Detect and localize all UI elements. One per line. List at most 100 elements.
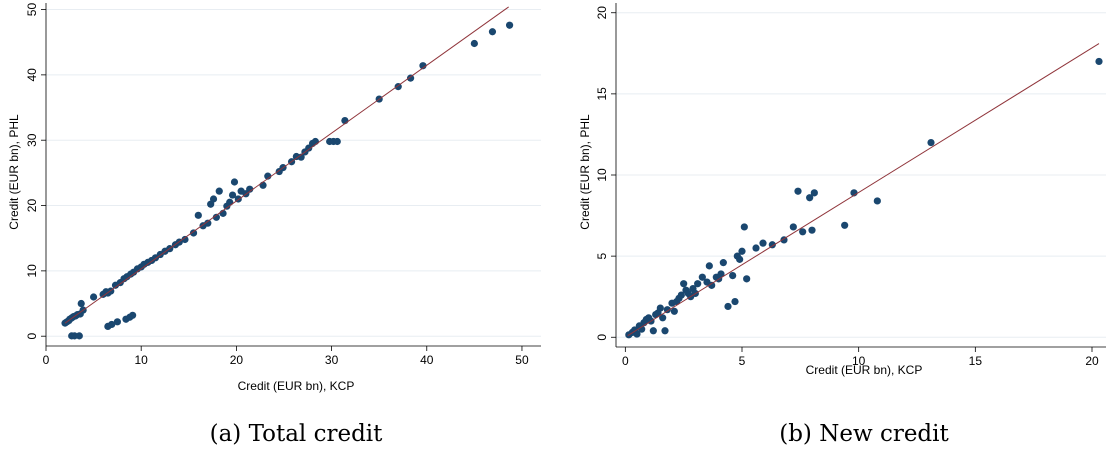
data-point: [264, 172, 272, 180]
data-point: [738, 247, 746, 255]
x-tick-label: 0: [43, 353, 50, 367]
data-point: [841, 221, 849, 229]
data-point: [740, 223, 748, 231]
data-point: [659, 314, 667, 322]
x-tick-label: 20: [1085, 354, 1099, 368]
data-point: [406, 74, 415, 82]
y-tick-label: 40: [25, 68, 39, 82]
fit-line: [627, 43, 1100, 337]
y-axis-title: Credit (EUR bn), PHL: [578, 114, 592, 230]
y-tick-label: 0: [25, 333, 39, 340]
data-point: [108, 320, 116, 329]
x-tick-label: 10: [135, 353, 149, 367]
x-tick-label: 15: [969, 354, 983, 368]
panel-new-credit: 0 5 10 15 20 0 5 10 15 20 Credit (EUR bn), KCP Cr…: [578, 3, 1106, 447]
data-point: [226, 198, 234, 206]
data-point: [488, 28, 497, 36]
data-point: [729, 272, 737, 280]
data-point: [215, 187, 223, 195]
data-point: [708, 281, 716, 289]
data-point: [698, 273, 706, 281]
x-axis-title: Credit (EUR bn), KCP: [806, 363, 923, 377]
data-point: [736, 255, 744, 263]
data-point: [759, 239, 767, 247]
data-point: [808, 226, 816, 234]
data-point: [677, 291, 685, 299]
data-point: [789, 223, 797, 231]
fit-line-group: [64, 6, 509, 324]
x-tick-label: 50: [515, 353, 529, 367]
x-tick-label: 0: [622, 354, 629, 368]
fit-line-group: [627, 43, 1100, 337]
data-point: [724, 302, 732, 311]
data-point: [873, 197, 881, 205]
data-point: [311, 137, 319, 146]
data-points: [61, 21, 514, 340]
data-point: [927, 138, 935, 147]
data-point: [694, 280, 702, 288]
data-point: [810, 189, 818, 197]
data-point: [246, 185, 254, 193]
data-point: [129, 311, 137, 319]
x-tick-label: 10: [852, 354, 866, 368]
data-point: [794, 187, 802, 195]
tick-marks: 0 5 10 15 20 0 5 10 15 20: [595, 6, 1099, 368]
data-point: [680, 280, 688, 288]
data-point: [419, 62, 427, 70]
y-tick-label: 30: [25, 133, 39, 147]
y-tick-label: 10: [595, 168, 609, 182]
data-point: [799, 228, 807, 236]
data-point: [663, 306, 671, 314]
y-tick-label: 0: [595, 334, 609, 341]
data-point: [638, 325, 646, 333]
data-point: [470, 39, 478, 48]
data-point: [77, 299, 85, 308]
y-tick-label: 15: [595, 87, 609, 101]
data-point: [806, 194, 814, 202]
y-tick-label: 5: [595, 252, 609, 259]
tick-marks: 0 10 20 30 40 50 0 10 20 30 40 50: [25, 3, 529, 367]
data-point: [743, 275, 751, 283]
y-tick-label: 10: [25, 264, 39, 278]
data-point: [670, 307, 678, 315]
data-point: [297, 153, 305, 161]
data-point: [333, 137, 341, 146]
data-point: [113, 318, 121, 326]
axes: [45, 3, 541, 347]
data-point: [228, 191, 237, 199]
data-point: [75, 332, 83, 340]
data-point: [731, 297, 739, 306]
data-point: [719, 259, 727, 267]
y-tick-label: 20: [25, 199, 39, 213]
data-point: [633, 330, 641, 338]
panel-total-credit: 0 10 20 30 40 50 0 10 20 30 40 50 Credit (EUR bn), …: [7, 3, 541, 447]
data-point: [230, 178, 239, 186]
x-tick-label: 40: [420, 353, 434, 367]
data-point: [189, 229, 198, 237]
data-point: [1095, 57, 1103, 66]
data-point: [649, 327, 657, 335]
x-axis-title: Credit (EUR bn), KCP: [238, 379, 355, 393]
fit-line: [64, 6, 509, 324]
data-point: [89, 293, 98, 301]
grid-lines: [616, 12, 1106, 338]
y-tick-label: 20: [595, 6, 609, 20]
y-tick-label: 50: [25, 3, 39, 17]
data-point: [181, 235, 189, 244]
data-point: [661, 327, 669, 335]
data-point: [656, 304, 664, 312]
data-point: [505, 21, 514, 29]
data-point: [204, 219, 212, 227]
panel-caption: (a) Total credit: [210, 421, 384, 447]
data-point: [194, 211, 202, 219]
data-points: [625, 57, 1103, 339]
data-point: [705, 262, 713, 270]
data-point: [209, 195, 218, 203]
data-point: [259, 181, 267, 189]
x-tick-label: 30: [325, 353, 339, 367]
data-point: [752, 244, 760, 252]
data-point: [212, 213, 220, 221]
data-point: [717, 270, 725, 278]
x-tick-label: 5: [739, 354, 746, 368]
